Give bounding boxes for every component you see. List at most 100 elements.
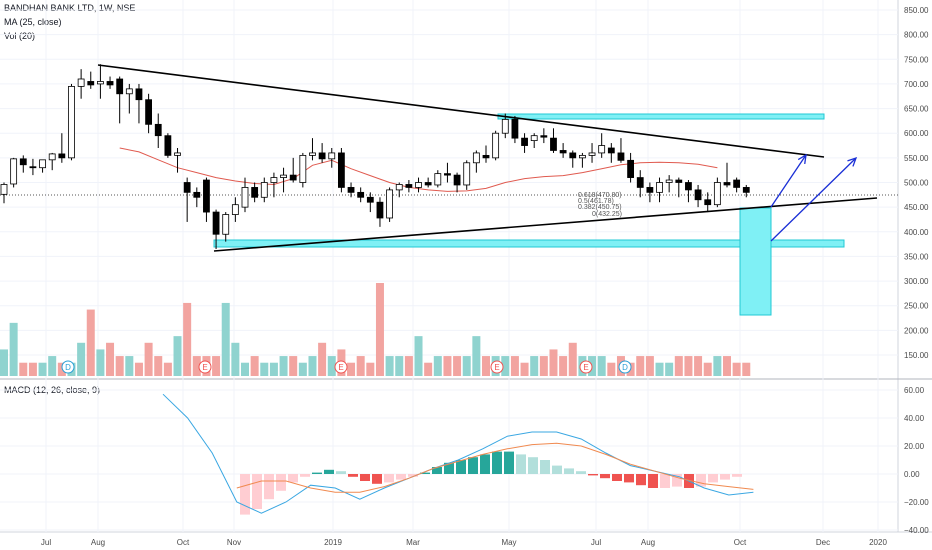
macd-histogram-bar [600, 474, 610, 479]
macd-line [162, 393, 754, 514]
macd-histogram-bar [648, 474, 658, 488]
event-marker-label: E [202, 363, 207, 372]
price-tick-label: 850.00 [904, 6, 929, 15]
ma-indicator-label[interactable]: MA (25, close) [4, 17, 62, 27]
macd-histogram-bar [336, 471, 346, 474]
candle-body [87, 81, 95, 86]
candle-body [415, 182, 422, 188]
macd-histogram-bar [660, 474, 670, 488]
price-tick-label: 400.00 [904, 228, 929, 237]
candle-body [29, 166, 37, 169]
volume-bar [154, 356, 163, 376]
macd-histogram-bar [528, 457, 538, 474]
volume-bar [501, 356, 510, 376]
candle-body [501, 119, 509, 134]
candle-body [685, 182, 692, 191]
volume-bar [433, 356, 442, 376]
candle-body [135, 88, 143, 101]
bullish-arrow-2-head [847, 156, 858, 167]
macd-histogram-bar [540, 460, 550, 474]
volume-bar [0, 349, 8, 376]
time-tick-label: Nov [227, 538, 241, 547]
macd-histogram-bar [372, 474, 382, 484]
volume-bar [453, 356, 462, 376]
candle-body [337, 152, 345, 188]
volume-bar [510, 356, 519, 376]
macd-tick-label: 40.00 [904, 414, 925, 423]
volume-bar [144, 342, 153, 376]
volume-bar [482, 356, 490, 376]
candle-body [164, 135, 172, 156]
macd-histogram-bar [384, 474, 394, 483]
macd-tick-label: −40.00 [904, 526, 929, 535]
volume-bar [57, 362, 66, 376]
volume-bar [404, 356, 413, 376]
candle-body [675, 179, 683, 183]
volume-bar [674, 356, 683, 376]
volume-bar [9, 322, 18, 376]
candle-body [125, 88, 133, 95]
price-tick-label: 300.00 [904, 277, 929, 286]
macd-tick-label: 0.00 [904, 470, 920, 479]
candle-body [58, 153, 66, 159]
volume-bar [250, 356, 259, 376]
volume-bar [395, 356, 404, 376]
volume-bar [231, 342, 240, 376]
time-tick-label: Jul [41, 538, 51, 547]
price-tick-label: 750.00 [904, 55, 929, 64]
volume-bar [684, 356, 693, 376]
candle-body [405, 184, 413, 188]
candle-body [569, 152, 577, 159]
volume-bar [77, 342, 86, 376]
volume-indicator-label[interactable]: Vol (20) [4, 31, 36, 41]
macd-histogram-bar [360, 474, 370, 481]
time-tick-label: Aug [641, 538, 655, 547]
macd-histogram-bar [696, 474, 706, 487]
candle-body [550, 137, 557, 151]
candle-body [472, 152, 480, 164]
volume-bar [694, 356, 703, 376]
candle-body [636, 177, 644, 188]
candle-body [299, 154, 307, 183]
target-projection-box [739, 207, 772, 316]
volume-bar [414, 336, 423, 376]
candle-body [733, 179, 741, 188]
candle-body [318, 152, 326, 160]
candle-body [193, 191, 201, 198]
volume-bar [115, 356, 124, 376]
candle-body [694, 189, 702, 201]
volume-bar [636, 356, 645, 376]
volume-bar [607, 362, 616, 376]
price-tick-label: 200.00 [904, 326, 929, 335]
candle-body [463, 162, 471, 186]
candle-body [665, 179, 673, 183]
volume-bar [279, 356, 288, 376]
macd-histogram-bar [300, 474, 310, 477]
candle-body [713, 182, 721, 206]
time-tick-label: Dec [816, 538, 830, 547]
volume-bar [134, 362, 143, 376]
volume-bar [530, 356, 539, 376]
macd-histogram-bar [420, 472, 430, 474]
candle-body [77, 78, 85, 87]
time-tick-label: 2019 [324, 538, 342, 547]
candle-body [0, 184, 8, 195]
volume-bar [713, 356, 722, 376]
candle-body [559, 150, 567, 154]
event-marker [334, 360, 348, 374]
price-tick-label: 350.00 [904, 252, 929, 261]
price-tick-label: 800.00 [904, 31, 929, 40]
price-tick-label: 500.00 [904, 179, 929, 188]
volume-bar [366, 362, 375, 376]
lower-trendline [213, 197, 878, 252]
candle-body [723, 182, 731, 186]
volume-bar [723, 356, 731, 376]
macd-histogram-bar [480, 454, 490, 474]
fib-level-label: 0.5(461.78) [578, 198, 614, 205]
macd-histogram-bar [672, 474, 682, 487]
candle-body [154, 123, 162, 137]
volume-bar [472, 336, 481, 376]
candle-body [656, 182, 663, 193]
candle-body [366, 196, 374, 203]
